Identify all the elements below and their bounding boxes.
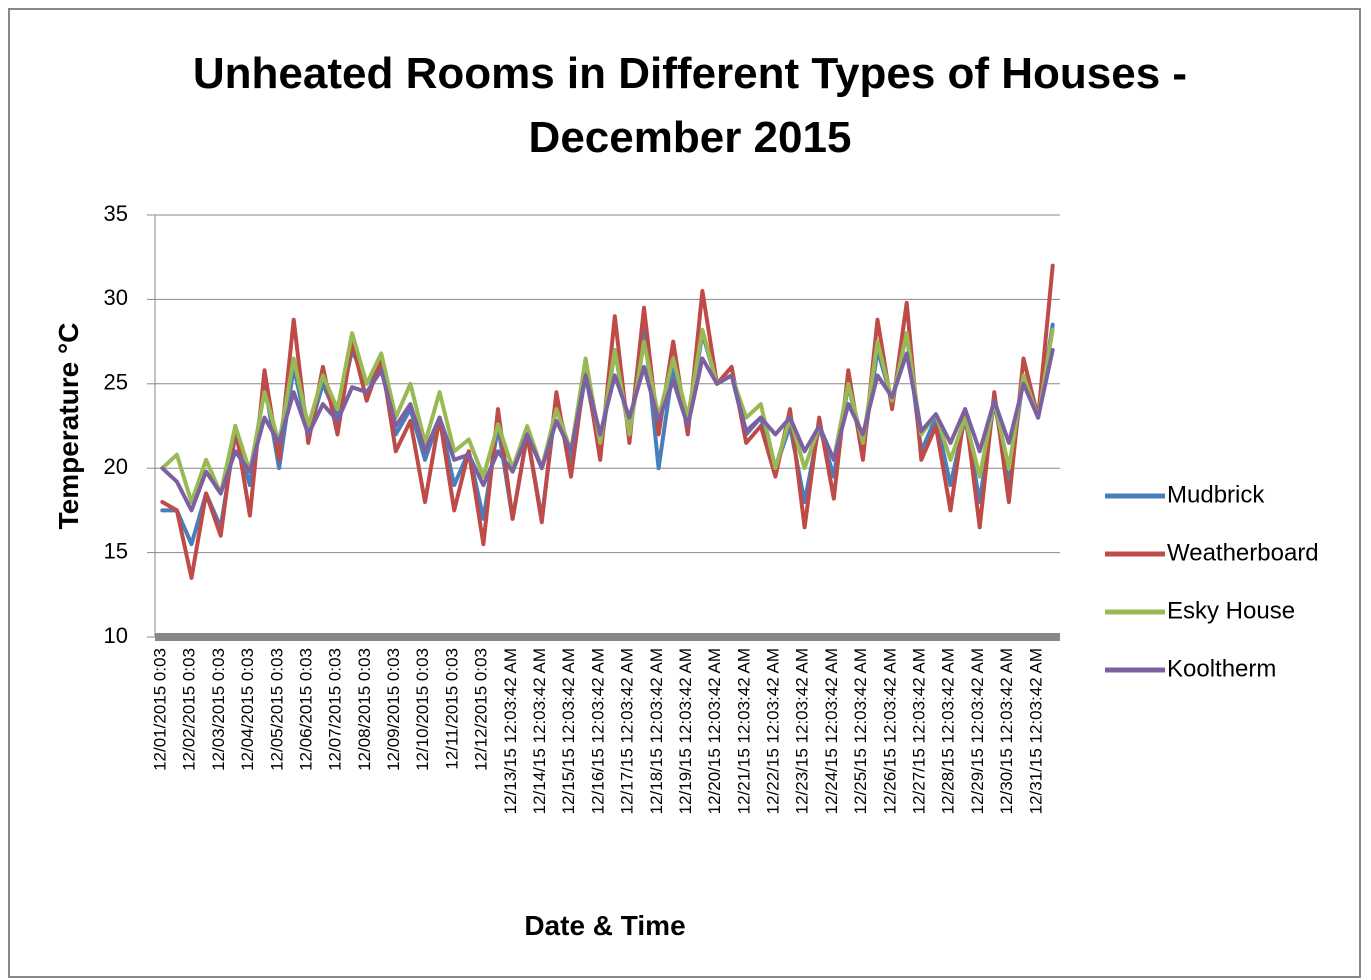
x-tick-label: 12/07/2015 0:03 — [326, 648, 345, 771]
y-tick-label: 35 — [104, 201, 128, 226]
x-tick-label: 12/21/15 12:03:42 AM — [734, 648, 753, 814]
y-tick-label: 20 — [104, 454, 128, 479]
x-tick-label: 12/06/2015 0:03 — [296, 648, 315, 771]
x-tick-label: 12/14/15 12:03:42 AM — [530, 648, 549, 814]
chart-title: Unheated Rooms in Different Types of Hou… — [192, 49, 1188, 162]
series-line — [160, 348, 1055, 513]
x-tick-label: 12/28/15 12:03:42 AM — [939, 648, 958, 814]
x-tick-label: 12/24/15 12:03:42 AM — [822, 648, 841, 814]
legend-label: Kooltherm — [1167, 655, 1276, 682]
x-tick-label: 12/27/15 12:03:42 AM — [910, 648, 929, 814]
x-tick-label: 12/09/2015 0:03 — [384, 648, 403, 771]
x-tick-label: 12/08/2015 0:03 — [355, 648, 374, 771]
x-tick-label: 12/01/2015 0:03 — [150, 648, 169, 771]
x-tick-label: 12/02/2015 0:03 — [180, 648, 199, 771]
legend-label: Mudbrick — [1167, 481, 1265, 508]
x-tick-label: 12/17/15 12:03:42 AM — [618, 648, 637, 814]
y-axis-title: Temperature °C — [53, 323, 84, 530]
x-tick-label: 12/25/15 12:03:42 AM — [851, 648, 870, 814]
y-tick-label: 10 — [104, 623, 128, 648]
y-tick-label: 15 — [104, 538, 128, 563]
chart-frame — [8, 8, 1361, 978]
x-tick-label: 12/05/2015 0:03 — [267, 648, 286, 771]
x-tick-label: 12/26/15 12:03:42 AM — [880, 648, 899, 814]
x-tick-label: 12/15/15 12:03:42 AM — [559, 648, 578, 814]
x-tick-label: 12/13/15 12:03:42 AM — [501, 648, 520, 814]
legend-label: Esky House — [1167, 597, 1295, 624]
x-tick-label: 12/04/2015 0:03 — [238, 648, 257, 771]
x-tick-label: 12/20/15 12:03:42 AM — [705, 648, 724, 814]
y-tick-label: 30 — [104, 285, 128, 310]
x-axis-title: Date & Time — [524, 910, 685, 941]
x-tick-label: 12/12/2015 0:03 — [472, 648, 491, 771]
x-tick-label: 12/11/2015 0:03 — [442, 648, 461, 770]
x-tick-label: 12/29/15 12:03:42 AM — [968, 648, 987, 814]
x-tick-label: 12/18/15 12:03:42 AM — [647, 648, 666, 814]
x-tick-label: 12/22/15 12:03:42 AM — [764, 648, 783, 814]
series-line — [160, 327, 1055, 504]
x-tick-label: 12/19/15 12:03:42 AM — [676, 648, 695, 814]
x-tick-label: 12/30/15 12:03:42 AM — [997, 648, 1016, 814]
x-tick-label: 12/31/15 12:03:42 AM — [1026, 648, 1045, 814]
x-tick-label: 12/23/15 12:03:42 AM — [793, 648, 812, 814]
legend-label: Weatherboard — [1167, 539, 1319, 566]
x-tick-label: 12/16/15 12:03:42 AM — [588, 648, 607, 814]
y-tick-label: 25 — [104, 370, 128, 395]
x-tick-label: 12/10/2015 0:03 — [413, 648, 432, 771]
x-tick-label: 12/03/2015 0:03 — [209, 648, 228, 771]
